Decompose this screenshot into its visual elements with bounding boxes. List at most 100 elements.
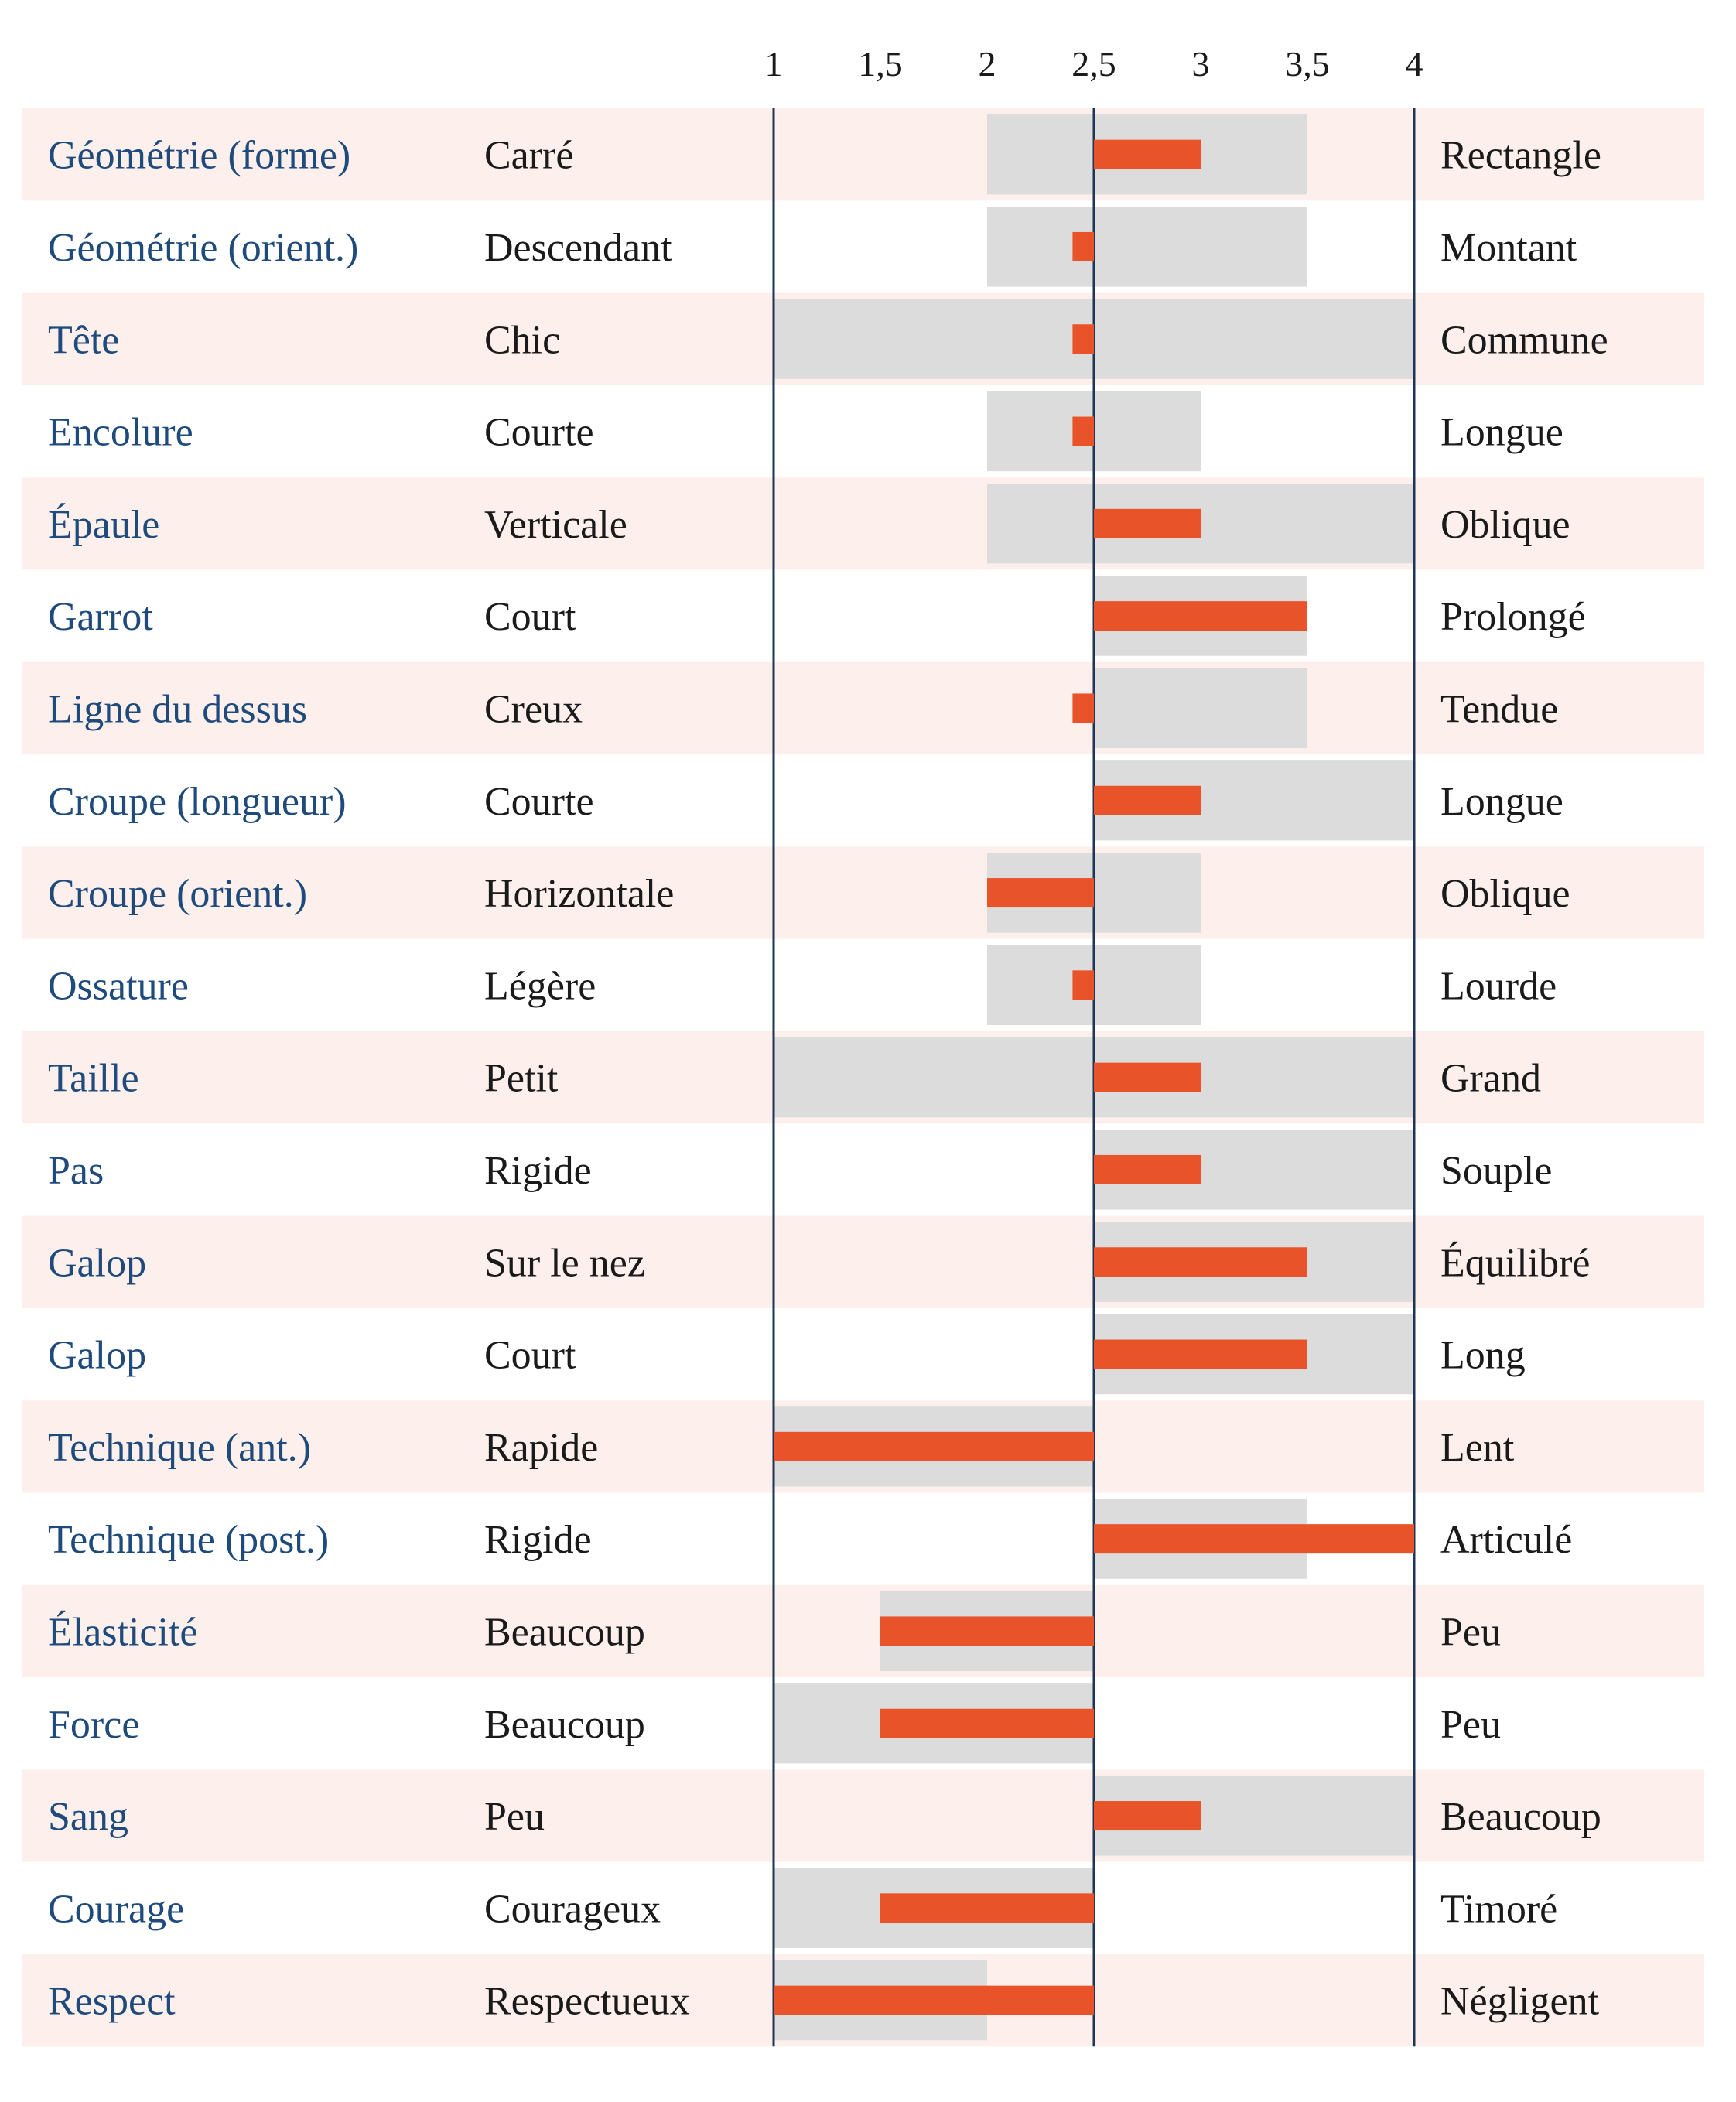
- trait-label: Technique (ant.): [48, 1426, 311, 1470]
- low-pole-label: Respectueux: [484, 1980, 690, 2024]
- low-pole-label: Beaucoup: [484, 1610, 645, 1654]
- value-bar: [880, 1893, 1094, 1923]
- trait-label: Respect: [48, 1980, 176, 2024]
- value-bar: [774, 1985, 1094, 2015]
- row-stripe: [22, 661, 1704, 755]
- x-tick-label: 1,5: [858, 44, 903, 84]
- range-band: [987, 207, 1307, 287]
- low-pole-label: Descendant: [484, 226, 672, 270]
- high-pole-label: Longue: [1440, 411, 1563, 455]
- low-pole-label: Rigide: [484, 1518, 592, 1562]
- value-bar: [1094, 1062, 1201, 1092]
- row-stripe: [22, 108, 1704, 201]
- low-pole-label: Courageux: [484, 1887, 661, 1931]
- trait-label: Galop: [48, 1334, 146, 1378]
- value-bar: [880, 1616, 1094, 1646]
- trait-label: Taille: [48, 1057, 139, 1101]
- x-tick-label: 4: [1406, 44, 1423, 84]
- high-pole-label: Tendue: [1440, 687, 1558, 731]
- low-pole-label: Légère: [484, 964, 596, 1008]
- low-pole-label: Courte: [484, 411, 594, 455]
- low-pole-label: Rapide: [484, 1426, 598, 1470]
- high-pole-label: Lourde: [1440, 964, 1557, 1008]
- value-bar: [1072, 324, 1094, 354]
- x-tick-labels: 1 1,5 2 2,5 3 3,5 4: [765, 44, 1423, 84]
- low-pole-label: Creux: [484, 687, 583, 731]
- value-bar: [1094, 508, 1201, 538]
- row-stripe: [22, 1584, 1704, 1678]
- trait-label: Force: [48, 1703, 139, 1747]
- x-tick-label: 3,5: [1285, 44, 1330, 84]
- value-bar: [1094, 139, 1201, 169]
- trait-label: Garrot: [48, 595, 153, 639]
- value-bar: [1094, 785, 1201, 815]
- high-pole-label: Timoré: [1440, 1887, 1557, 1931]
- high-pole-label: Peu: [1440, 1703, 1501, 1747]
- low-pole-label: Horizontale: [484, 872, 674, 916]
- high-pole-label: Rectangle: [1440, 134, 1601, 178]
- high-pole-label: Beaucoup: [1440, 1795, 1601, 1839]
- trait-label: Technique (post.): [48, 1518, 329, 1562]
- trait-label: Ligne du dessus: [48, 687, 307, 731]
- trait-label: Tête: [48, 318, 119, 362]
- trait-label: Pas: [48, 1149, 104, 1193]
- high-pole-label: Oblique: [1440, 503, 1570, 547]
- value-bar: [1072, 416, 1094, 446]
- trait-label: Géométrie (forme): [48, 134, 350, 178]
- high-pole-label: Négligent: [1440, 1980, 1600, 2024]
- high-pole-label: Peu: [1440, 1610, 1501, 1654]
- range-band: [1094, 668, 1307, 749]
- low-pole-label: Carré: [484, 134, 573, 178]
- high-pole-label: Équilibré: [1440, 1240, 1591, 1285]
- low-pole-label: Rigide: [484, 1149, 592, 1193]
- low-pole-label: Peu: [484, 1795, 545, 1839]
- value-bar: [1072, 693, 1094, 723]
- value-bar: [1072, 970, 1094, 1000]
- row-labels: Géométrie (forme) Carré Rectangle Géométrie…: [48, 134, 1608, 2024]
- high-pole-label: Articulé: [1440, 1518, 1572, 1562]
- value-bar: [1094, 1801, 1201, 1831]
- trait-label: Ossature: [48, 964, 189, 1008]
- trait-label: Encolure: [48, 411, 193, 455]
- x-tick-label: 2,5: [1071, 44, 1116, 84]
- value-bar: [1094, 1247, 1307, 1277]
- high-pole-label: Commune: [1440, 318, 1608, 362]
- trait-label: Sang: [48, 1795, 128, 1839]
- low-pole-label: Petit: [484, 1057, 559, 1101]
- trait-label: Croupe (longueur): [48, 780, 347, 824]
- row-stripe: [22, 477, 1704, 570]
- trait-label: Courage: [48, 1887, 184, 1931]
- value-bars: [774, 139, 1414, 2015]
- low-pole-label: Court: [484, 1334, 576, 1378]
- high-pole-label: Prolongé: [1440, 595, 1586, 639]
- value-bar: [1094, 601, 1307, 631]
- high-pole-label: Grand: [1440, 1057, 1541, 1101]
- x-tick-label: 2: [979, 44, 996, 84]
- high-pole-label: Longue: [1440, 780, 1563, 824]
- low-pole-label: Chic: [484, 318, 560, 362]
- value-bar: [987, 878, 1094, 908]
- trait-label: Épaule: [48, 502, 159, 547]
- trait-label: Élasticité: [48, 1609, 197, 1654]
- x-tick-label: 1: [765, 44, 783, 84]
- row-stripe: [22, 1215, 1704, 1308]
- high-pole-label: Long: [1440, 1334, 1526, 1378]
- value-bar: [774, 1431, 1094, 1461]
- value-bar: [880, 1708, 1094, 1738]
- high-pole-label: Souple: [1440, 1149, 1552, 1193]
- high-pole-label: Oblique: [1440, 872, 1570, 916]
- low-pole-label: Sur le nez: [484, 1241, 645, 1285]
- low-pole-label: Beaucoup: [484, 1703, 645, 1747]
- trait-label: Croupe (orient.): [48, 872, 307, 916]
- low-pole-label: Court: [484, 595, 576, 639]
- high-pole-label: Montant: [1440, 226, 1577, 270]
- low-pole-label: Verticale: [484, 503, 627, 547]
- row-stripe: [22, 846, 1704, 939]
- value-bar: [1072, 231, 1094, 261]
- value-bar: [1094, 1524, 1414, 1554]
- trait-label: Géométrie (orient.): [48, 226, 358, 270]
- low-pole-label: Courte: [484, 780, 594, 824]
- value-bar: [1094, 1339, 1307, 1369]
- value-bar: [1094, 1154, 1201, 1184]
